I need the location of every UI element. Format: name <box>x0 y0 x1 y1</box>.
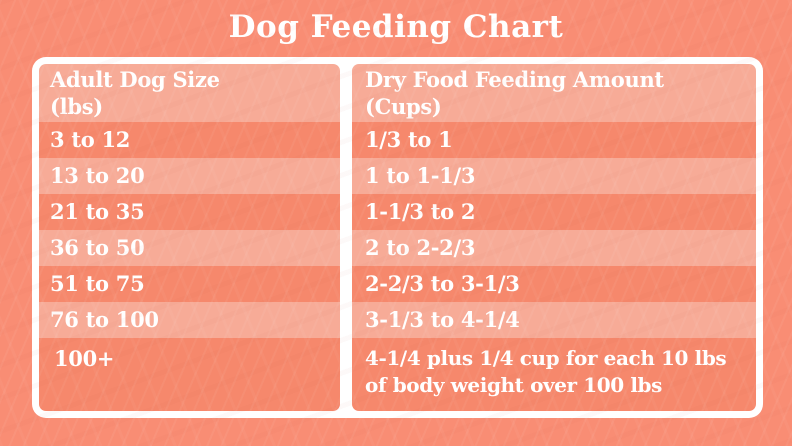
header-line-1: Adult Dog Size <box>50 67 220 92</box>
table-cell-amount: 1/3 to 1 <box>352 122 756 158</box>
column-feeding-amount: Dry Food Feeding Amount (Cups) 1/3 to 1 … <box>352 64 756 411</box>
table-cell-amount: 2 to 2-2/3 <box>352 230 756 266</box>
table-cell-amount: 3-1/3 to 4-1/4 <box>352 302 756 338</box>
table-cell-size: 51 to 75 <box>39 266 340 302</box>
table-cell-size: 76 to 100 <box>39 302 340 338</box>
table-cell-amount: 2-2/3 to 3-1/3 <box>352 266 756 302</box>
column-header-feeding-amount: Dry Food Feeding Amount (Cups) <box>352 64 756 122</box>
page-title: Dog Feeding Chart <box>228 9 564 45</box>
column-dog-size: Adult Dog Size (lbs) 3 to 12 13 to 20 21… <box>39 64 340 411</box>
table-cell-size: 21 to 35 <box>39 194 340 230</box>
table-cell-amount: 4-1/4 plus 1/4 cup for each 10 lbs of bo… <box>352 338 756 411</box>
table-cell-size: 3 to 12 <box>39 122 340 158</box>
header-line-1: Dry Food Feeding Amount <box>365 67 664 92</box>
header-line-2: (Cups) <box>365 94 442 119</box>
column-header-dog-size: Adult Dog Size (lbs) <box>39 64 340 122</box>
table-cell-size: 36 to 50 <box>39 230 340 266</box>
table-cell-size: 100+ <box>39 338 340 411</box>
table-cell-size: 13 to 20 <box>39 158 340 194</box>
header-line-2: (lbs) <box>50 94 103 119</box>
table-cell-amount: 1-1/3 to 2 <box>352 194 756 230</box>
table-cell-amount: 1 to 1-1/3 <box>352 158 756 194</box>
feeding-table: Adult Dog Size (lbs) 3 to 12 13 to 20 21… <box>32 57 763 418</box>
